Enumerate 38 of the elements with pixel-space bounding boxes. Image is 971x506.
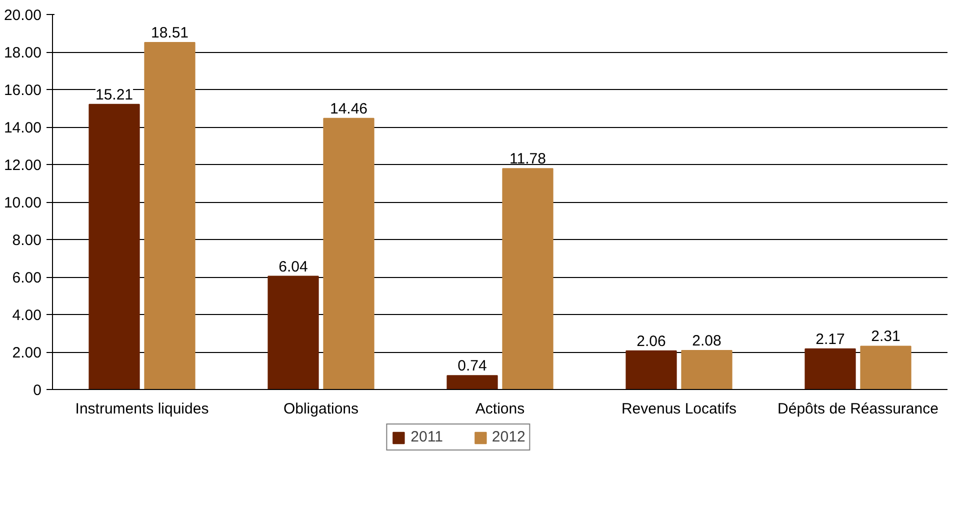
x-tick-label: Actions <box>475 400 525 418</box>
bar <box>88 104 140 390</box>
data-label: 2.17 <box>816 330 845 348</box>
x-tick-label: Obligations <box>283 400 359 418</box>
y-tick-label: 18.00 <box>4 44 42 62</box>
data-label: 11.78 <box>510 150 546 168</box>
bar <box>626 350 677 390</box>
x-tick-label: Revenus Locatifs <box>621 400 737 418</box>
legend-label: 2012 <box>492 428 526 446</box>
legend-label: 2011 <box>410 428 443 446</box>
bar <box>681 350 732 390</box>
bar <box>860 346 912 390</box>
bar <box>502 168 554 390</box>
bar <box>804 348 856 390</box>
y-tick-label: 2.00 <box>12 344 42 362</box>
y-tick-label: 4.00 <box>12 307 42 324</box>
x-tick-label: Instruments liquides <box>75 400 209 418</box>
y-tick-label: 20.00 <box>4 7 42 24</box>
data-label: 6.04 <box>278 258 308 276</box>
data-label: 0.74 <box>458 358 487 375</box>
data-label: 18.51 <box>150 24 189 42</box>
y-tick-label: 10.00 <box>4 194 42 212</box>
bar <box>446 375 498 390</box>
data-label: 15.21 <box>95 86 134 104</box>
y-tick-label: 8.00 <box>12 232 42 249</box>
y-tick-label: 14.00 <box>4 120 42 136</box>
data-label: 2.31 <box>871 328 900 346</box>
y-tick-label: 16.00 <box>4 82 42 99</box>
bar <box>268 276 319 390</box>
y-tick-label: 0 <box>33 382 42 399</box>
bar <box>144 42 196 390</box>
bar <box>323 118 374 390</box>
data-label: 2.06 <box>636 332 666 350</box>
y-tick-label: 6.00 <box>12 270 42 286</box>
data-label: 2.08 <box>692 332 722 350</box>
y-tick-label: 12.00 <box>4 157 42 174</box>
x-tick-label: Dépôts de Réassurance <box>778 400 938 418</box>
data-label: 14.46 <box>330 100 368 118</box>
